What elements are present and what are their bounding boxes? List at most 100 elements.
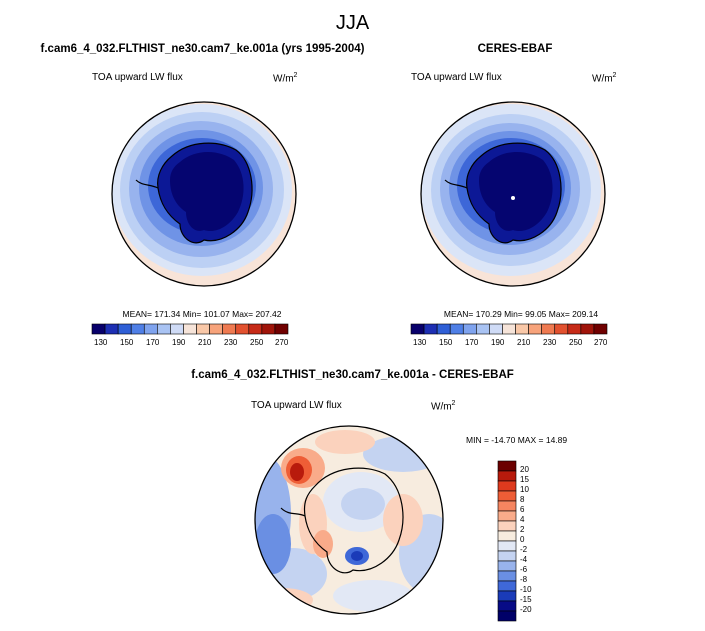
model-colorbar-tick: 210 xyxy=(198,338,212,347)
colorbar-swatch xyxy=(497,480,517,492)
colorbar-swatch xyxy=(497,470,517,482)
colorbar-swatch xyxy=(117,323,132,335)
colorbar-swatch xyxy=(209,323,223,335)
model-variable-label: TOA upward LW flux xyxy=(92,72,183,83)
colorbar-swatch xyxy=(497,570,517,582)
obs-colorbar-tick: 130 xyxy=(413,338,427,347)
diff-colorbar-tick: -2 xyxy=(520,545,528,554)
colorbar-swatch xyxy=(497,610,517,622)
colorbar-swatch xyxy=(497,600,517,612)
diff-colorbar-tick: 20 xyxy=(520,465,529,474)
diff-colorbar-tick: -15 xyxy=(520,595,532,604)
obs-colorbar-tick: 250 xyxy=(569,338,583,347)
diff-colorbar-tick: 4 xyxy=(520,515,525,524)
colorbar-swatch xyxy=(528,323,542,335)
obs-colorbar-tick: 230 xyxy=(543,338,557,347)
colorbar-swatch xyxy=(261,323,276,335)
diff-colorbar-tick: 0 xyxy=(520,535,525,544)
model-colorbar-tick: 150 xyxy=(120,338,134,347)
colorbar-swatch xyxy=(497,520,517,532)
diff-units-label: W/m2 xyxy=(431,400,456,413)
obs-stats: MEAN= 170.29 Min= 99.05 Max= 209.14 xyxy=(443,309,599,319)
colorbar-swatch xyxy=(497,560,517,572)
diff-stats: MIN = -14.70 MAX = 14.89 xyxy=(466,435,568,445)
model-panel-title: f.cam6_4_032.FLTHIST_ne30.cam7_ke.001a (… xyxy=(40,43,365,55)
colorbar-swatch xyxy=(497,540,517,552)
colorbar-swatch xyxy=(567,323,582,335)
colorbar-swatch xyxy=(515,323,529,335)
figure-title: JJA xyxy=(335,12,370,34)
model-colorbar-tick: 230 xyxy=(224,338,238,347)
obs-pole-marker xyxy=(511,196,515,200)
colorbar-swatch xyxy=(235,323,250,335)
colorbar-swatch xyxy=(436,323,451,335)
obs-units-label: W/m2 xyxy=(592,72,617,85)
colorbar-swatch xyxy=(410,323,425,335)
diff-colorbar-tick: 2 xyxy=(520,525,525,534)
colorbar-swatch xyxy=(170,323,184,335)
diff-panel-title: f.cam6_4_032.FLTHIST_ne30.cam7_ke.001a -… xyxy=(191,369,514,381)
model-polar-map xyxy=(111,101,297,287)
colorbar-swatch xyxy=(497,490,517,502)
colorbar-swatch xyxy=(449,323,464,335)
model-units-label: W/m2 xyxy=(273,72,298,85)
colorbar-swatch xyxy=(104,323,119,335)
obs-colorbar-tick: 190 xyxy=(491,338,505,347)
obs-polar-map xyxy=(420,101,606,287)
colorbar-swatch xyxy=(497,530,517,542)
diff-variable-label: TOA upward LW flux xyxy=(251,400,342,411)
colorbar-swatch xyxy=(497,590,517,602)
diff-coastline xyxy=(303,467,404,574)
model-colorbar-tick: 130 xyxy=(94,338,108,347)
diff-colorbar-tick: 6 xyxy=(520,505,525,514)
model-colorbar-labels: 130 150 170 190 210 230 250 270 xyxy=(92,338,288,348)
colorbar-swatch xyxy=(423,323,438,335)
obs-panel-title: CERES-EBAF xyxy=(477,43,553,55)
obs-colorbar-tick: 170 xyxy=(465,338,479,347)
obs-colorbar xyxy=(410,323,608,335)
diff-colorbar-tick: 10 xyxy=(520,485,529,494)
diff-colorbar-tick: -10 xyxy=(520,585,532,594)
obs-colorbar-tick: 210 xyxy=(517,338,531,347)
diff-polar-map xyxy=(254,425,444,615)
model-colorbar-tick: 270 xyxy=(275,338,289,347)
colorbar-swatch xyxy=(502,323,516,335)
colorbar-swatch xyxy=(143,323,158,335)
diff-colorbar-tick: 15 xyxy=(520,475,529,484)
diff-colorbar-tick: -20 xyxy=(520,605,532,614)
model-colorbar-tick: 250 xyxy=(250,338,264,347)
colorbar-swatch xyxy=(580,323,595,335)
obs-variable-label: TOA upward LW flux xyxy=(411,72,502,83)
model-colorbar-tick: 190 xyxy=(172,338,186,347)
diff-colorbar-tick: 8 xyxy=(520,495,525,504)
colorbar-swatch xyxy=(497,510,517,522)
colorbar-swatch xyxy=(497,460,517,472)
colorbar-swatch xyxy=(462,323,477,335)
colorbar-swatch xyxy=(476,323,490,335)
colorbar-swatch xyxy=(222,323,237,335)
colorbar-swatch xyxy=(593,323,608,335)
colorbar-swatch xyxy=(497,580,517,592)
colorbar-swatch xyxy=(274,323,289,335)
model-coastline xyxy=(157,142,253,244)
obs-colorbar-tick: 150 xyxy=(439,338,453,347)
colorbar-swatch xyxy=(497,550,517,562)
colorbar-swatch xyxy=(157,323,171,335)
model-stats: MEAN= 171.34 Min= 101.07 Max= 207.42 xyxy=(122,309,282,319)
diff-colorbar-tick: -4 xyxy=(520,555,528,564)
colorbar-swatch xyxy=(554,323,569,335)
colorbar-swatch xyxy=(489,323,503,335)
obs-colorbar-tick: 270 xyxy=(594,338,608,347)
obs-colorbar-labels: 130 150 170 190 210 230 250 270 xyxy=(411,338,607,348)
diff-colorbar-tick: -8 xyxy=(520,575,528,584)
colorbar-swatch xyxy=(541,323,556,335)
diff-colorbar xyxy=(497,460,517,622)
diff-colorbar-tick: -6 xyxy=(520,565,528,574)
colorbar-swatch xyxy=(183,323,197,335)
colorbar-swatch xyxy=(248,323,263,335)
diff-colorbar-labels: 20 15 10 8 6 4 2 0 -2 -4 -6 -8 -10 -15 -… xyxy=(520,461,550,621)
model-colorbar xyxy=(91,323,289,335)
colorbar-swatch xyxy=(497,500,517,512)
model-colorbar-tick: 170 xyxy=(146,338,160,347)
colorbar-swatch xyxy=(130,323,145,335)
